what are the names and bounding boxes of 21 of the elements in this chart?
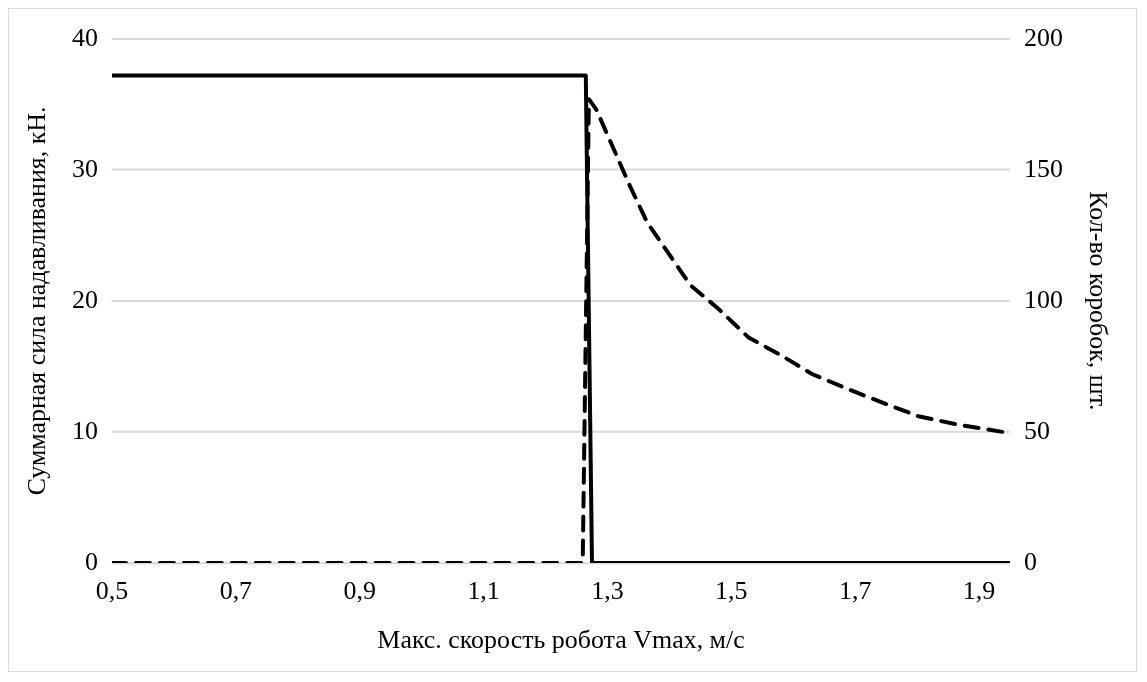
- x-axis-title: Макс. скорость робота Vmax, м/с: [377, 625, 745, 655]
- x-tick-label: 0,9: [343, 576, 376, 606]
- y2-tick-label: 100: [1024, 284, 1063, 314]
- y2-tick-label: 0: [1024, 546, 1037, 576]
- y-axis-title: Суммарная сила надавливания, кН.: [22, 106, 52, 496]
- y-tick-label: 40: [72, 22, 99, 52]
- y2-tick-label: 150: [1024, 153, 1063, 183]
- x-tick-label: 1,1: [467, 576, 500, 606]
- x-tick-label: 0,7: [219, 576, 253, 606]
- y-tick-label: 0: [85, 546, 99, 576]
- x-tick-label: 1,7: [838, 576, 872, 606]
- y2-tick-label: 200: [1024, 22, 1063, 52]
- y-tick-label: 30: [72, 153, 99, 183]
- y-tick-label: 10: [72, 415, 99, 445]
- y2-tick-label: 50: [1024, 415, 1050, 445]
- y2-axis-title: Кол-во коробок, шт.: [1083, 191, 1113, 411]
- x-tick-label: 1,5: [715, 576, 748, 606]
- x-tick-label: 1,3: [591, 576, 624, 606]
- x-tick-label: 1,9: [962, 576, 996, 606]
- x-tick-label: 0,5: [95, 576, 129, 606]
- y-tick-label: 20: [72, 284, 99, 314]
